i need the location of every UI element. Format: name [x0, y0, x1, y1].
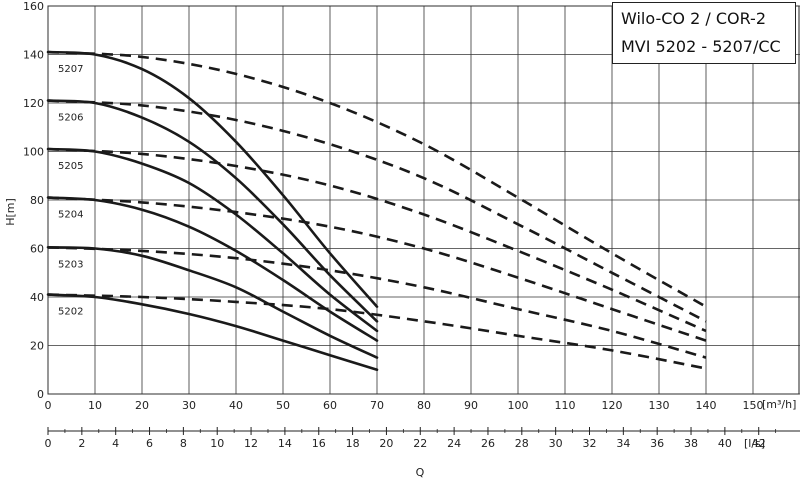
curves: [46, 50, 707, 372]
grid: [47, 5, 800, 395]
x2-tick-label: 18: [346, 437, 360, 450]
chart-title-line-1: Wilo-CO 2 / COR-2: [621, 9, 766, 28]
series-label-5203: 5203: [58, 259, 83, 270]
y-tick-label: 140: [23, 49, 44, 62]
chart-title-box: Wilo-CO 2 / COR-2 MVI 5202 - 5207/CC: [612, 2, 796, 64]
y-tick-label: 160: [23, 0, 44, 13]
x-tick-label: 20: [135, 399, 149, 412]
x-tick-label: 100: [508, 399, 529, 412]
series-labels: 5207 5206 5205 5204 5203 5202: [58, 64, 83, 318]
x2-tick-label: 26: [481, 437, 495, 450]
curve-5203-solid: [46, 246, 379, 359]
x-tick-label: 140: [696, 399, 717, 412]
y-tick-label: 80: [30, 194, 44, 207]
x2-tick-label: 42: [752, 437, 766, 450]
x-tick-label: 50: [276, 399, 290, 412]
x-tick-label: 0: [45, 399, 52, 412]
series-label-5205: 5205: [58, 161, 83, 172]
curve-5203-dashed: [47, 246, 707, 359]
curve-5207-dashed: [47, 50, 707, 308]
x2-tick-label: 6: [146, 437, 153, 450]
x2-tick-label: 38: [684, 437, 698, 450]
x2-tick-label: 40: [718, 437, 732, 450]
series-label-5206: 5206: [58, 113, 83, 124]
x2-tick-label: 8: [180, 437, 187, 450]
x-axis-label: Q: [416, 466, 425, 479]
curve-5205-solid: [46, 147, 379, 333]
x-tick-label: 130: [649, 399, 670, 412]
x2-tick-label: 36: [650, 437, 664, 450]
x-unit-label: [m³/h]: [762, 398, 796, 411]
x-tick-label: 150: [743, 399, 764, 412]
curve-5204-dashed: [47, 196, 707, 342]
x2-tick-label: 24: [447, 437, 461, 450]
x-tick-label: 110: [555, 399, 576, 412]
x-tick-label: 10: [88, 399, 102, 412]
curve-5205-dashed: [47, 147, 707, 333]
x2-tick-label: 12: [244, 437, 258, 450]
curve-5206-solid: [46, 99, 379, 323]
x-tick-label: 60: [323, 399, 337, 412]
x2-unit-label: [l/s]: [744, 437, 765, 450]
x2-tick-label: 22: [413, 437, 427, 450]
y-tick-label: 0: [37, 388, 44, 401]
x2-tick-label: 14: [278, 437, 292, 450]
y-tick-label: 120: [23, 97, 44, 110]
x-tick-label: 80: [417, 399, 431, 412]
x-tick-label: 120: [602, 399, 623, 412]
y-tick-label: 100: [23, 146, 44, 159]
x-tick-label: 70: [370, 399, 384, 412]
y-axis-label: H[m]: [4, 198, 17, 226]
series-label-5204: 5204: [58, 210, 83, 221]
x2-tick-label: 10: [210, 437, 224, 450]
chart-title-line-2: MVI 5202 - 5207/CC: [621, 37, 781, 56]
x2-tick-label: 32: [582, 437, 596, 450]
y-tick-label: 20: [30, 340, 44, 353]
series-label-5207: 5207: [58, 64, 83, 75]
x2-tick-label: 0: [45, 437, 52, 450]
curve-5207-solid: [46, 50, 379, 308]
y-tick-label: 40: [30, 291, 44, 304]
x2-tick-label: 20: [379, 437, 393, 450]
x2-tick-label: 28: [515, 437, 529, 450]
x2-tick-label: 2: [78, 437, 85, 450]
x2-tick-label: 16: [312, 437, 326, 450]
curve-5202-solid: [46, 293, 379, 372]
x-tick-label: 40: [229, 399, 243, 412]
y-tick-label: 60: [30, 243, 44, 256]
x-tick-label: 30: [182, 399, 196, 412]
x2-tick-label: 30: [549, 437, 563, 450]
series-label-5202: 5202: [58, 307, 83, 318]
x2-tick-label: 34: [616, 437, 630, 450]
x-tick-label: 90: [464, 399, 478, 412]
curve-5206-dashed: [47, 99, 707, 323]
x2-tick-label: 4: [112, 437, 119, 450]
curve-5202-dashed: [47, 293, 707, 370]
